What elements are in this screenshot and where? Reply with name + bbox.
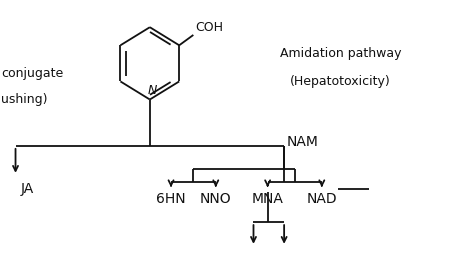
Text: Amidation pathway: Amidation pathway xyxy=(280,46,401,60)
Text: ushing): ushing) xyxy=(1,93,48,106)
Text: N: N xyxy=(147,84,157,97)
Text: COH: COH xyxy=(196,21,224,34)
Text: conjugate: conjugate xyxy=(1,67,64,80)
Text: MNA: MNA xyxy=(252,192,283,206)
Text: NNO: NNO xyxy=(200,192,232,206)
Text: NAM: NAM xyxy=(286,135,319,149)
Text: JA: JA xyxy=(20,182,34,196)
Text: (Hepatotoxicity): (Hepatotoxicity) xyxy=(290,75,391,88)
Text: NAD: NAD xyxy=(307,192,337,206)
Text: 6HN: 6HN xyxy=(156,192,186,206)
